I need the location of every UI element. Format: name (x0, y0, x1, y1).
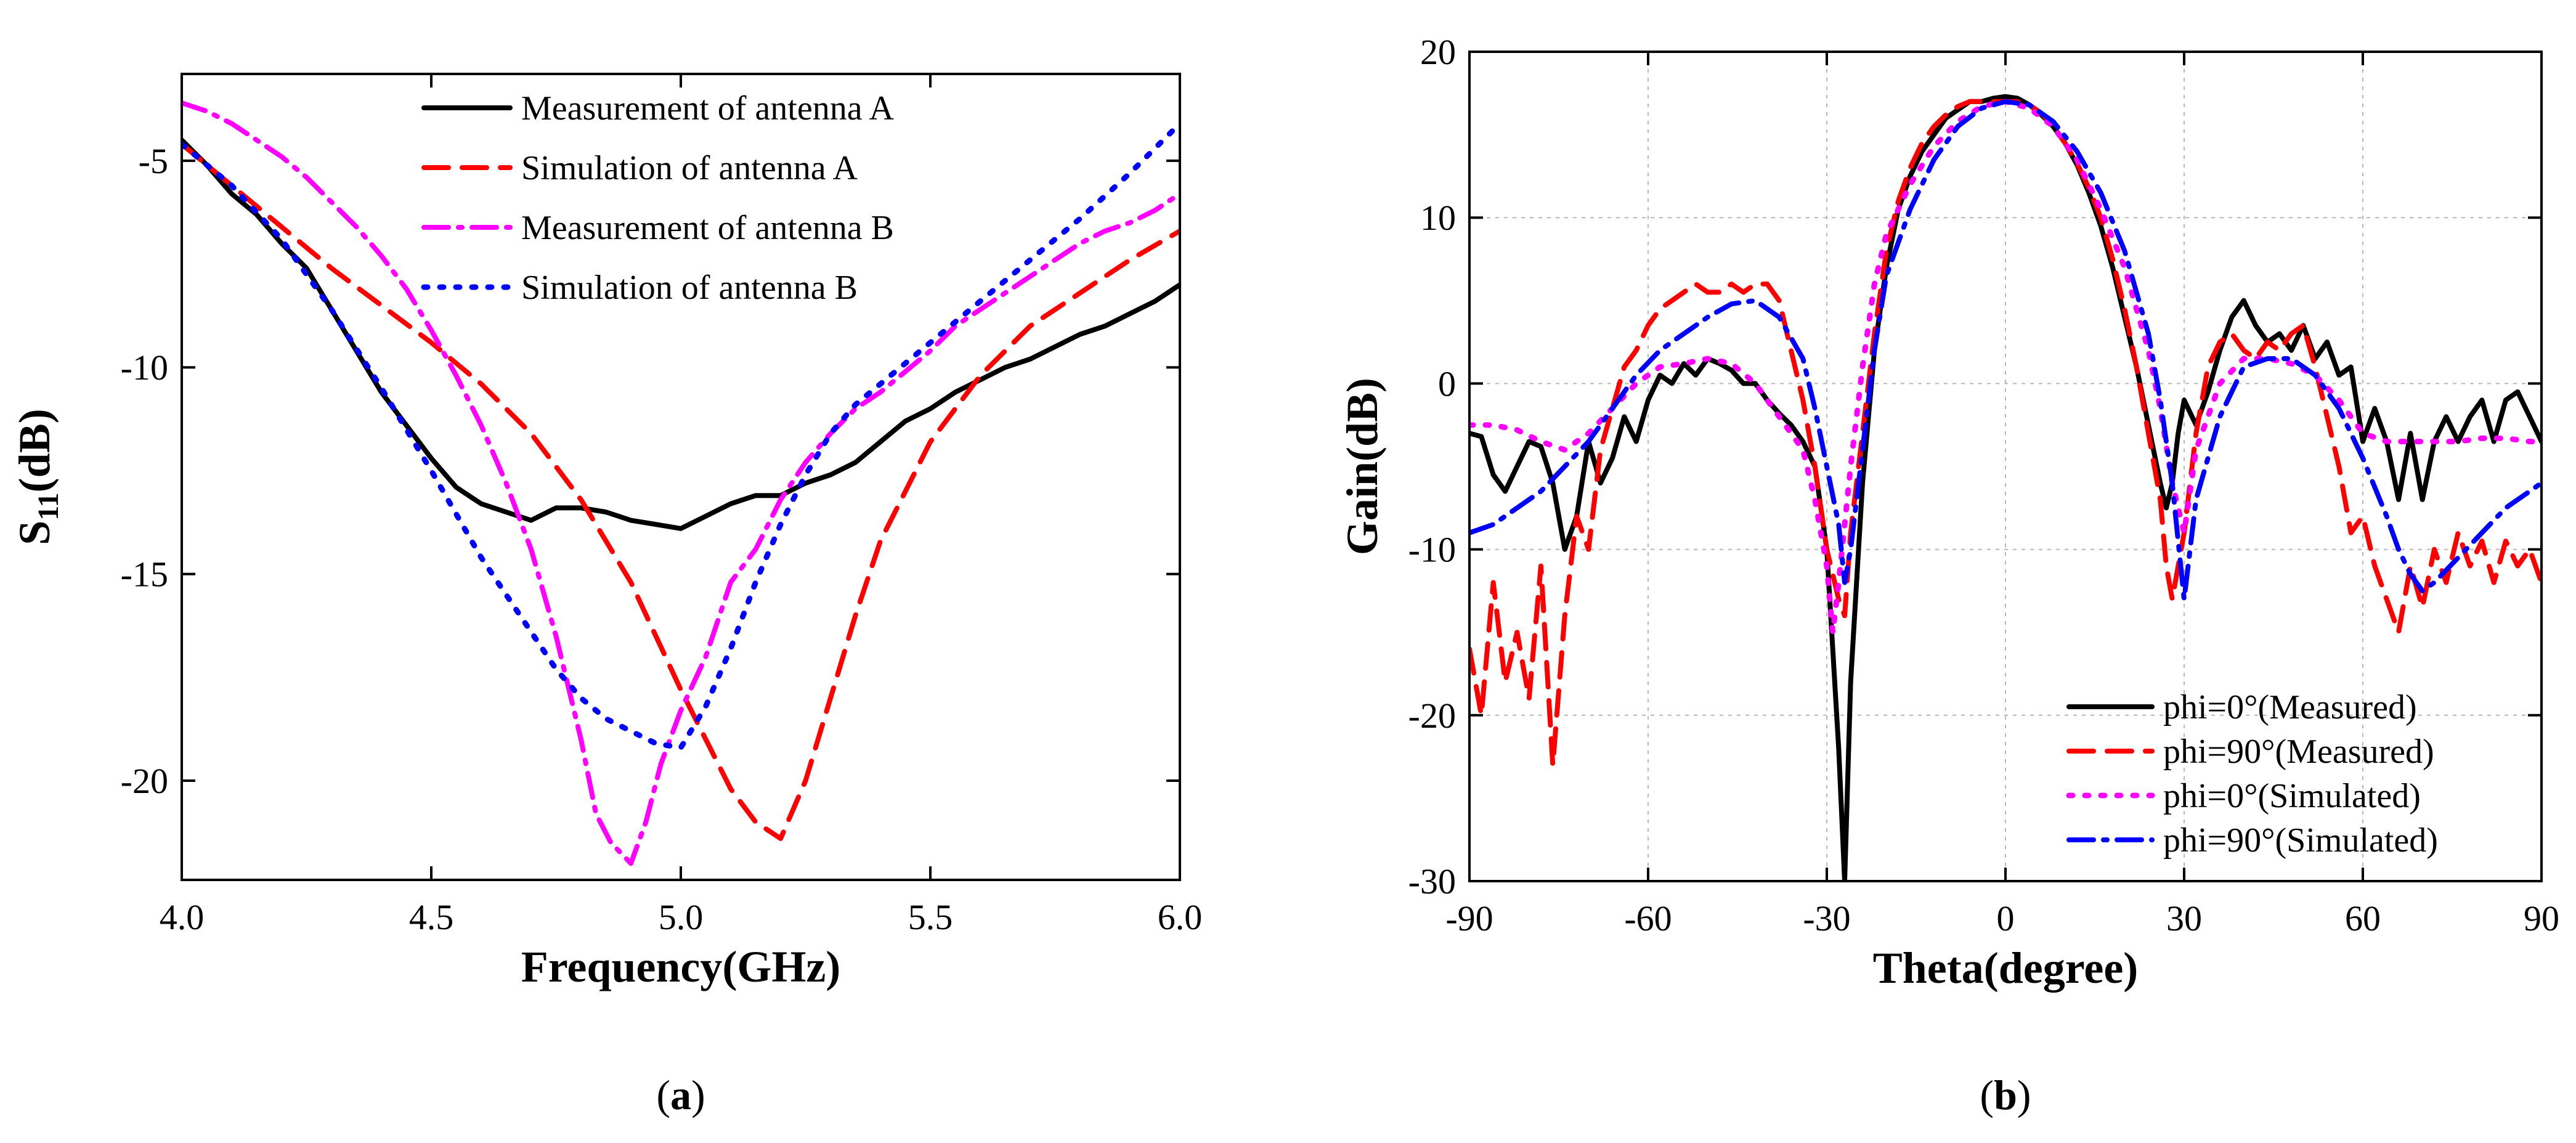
series-line-2 (182, 142, 1180, 841)
y-axis-label-a-sub: 11 (32, 492, 65, 520)
x-tick-label: -90 (1445, 898, 1493, 938)
y-axis-label-a-main: S (10, 521, 59, 545)
y-tick-label: -20 (1408, 696, 1456, 736)
x-tick-label: 5.0 (659, 897, 704, 937)
legend-a: Measurement of antenna A Simulation of an… (421, 89, 894, 307)
ticks-b: -90 -60 -30 0 30 60 90 20 10 0 -10 -20 -30 (1408, 32, 2559, 938)
x-tick-label: 4.5 (409, 897, 454, 937)
y-tick-label: 0 (1438, 364, 1456, 404)
axes-frame-a (181, 73, 1181, 881)
y-axis-label-b: Gain(dB) (1338, 378, 1387, 555)
legend-label-2: phi=90°(Measured) (2163, 733, 2434, 771)
y-tick-label: -10 (1408, 530, 1456, 570)
panel-letter-a: a (670, 1072, 691, 1118)
x-tick-label: 30 (2166, 898, 2202, 938)
legend-b: phi=0°(Measured) phi=90°(Measured) phi=0°(… (2066, 688, 2438, 860)
legend-label-4: Simulation of antenna B (521, 269, 858, 307)
x-tick-label: 5.5 (908, 897, 953, 937)
x-tick-label: 90 (2524, 898, 2559, 938)
series-line-3 (1469, 99, 2541, 635)
series-line-1 (182, 137, 1180, 531)
y-tick-label: 10 (1420, 198, 1456, 238)
x-tick-label: -60 (1624, 898, 1672, 938)
y-tick-label: 20 (1420, 32, 1456, 72)
axes-frame-b (1468, 51, 2543, 882)
ticks-a: 4.0 4.5 5.0 5.5 6.0 -5 -10 -15 -20 (121, 74, 1203, 937)
y-axis-label-a-unit: (dB) (10, 409, 59, 492)
y-tick-label: -30 (1408, 861, 1456, 901)
legend-label-3: Measurement of antenna B (521, 209, 894, 247)
chart-a: 4.0 4.5 5.0 5.5 6.0 -5 -10 -15 -20 Frequency(GHz… (10, 73, 1203, 1118)
y-tick-label: -20 (121, 761, 168, 801)
legend-label-3: phi=0°(Simulated) (2163, 777, 2421, 815)
chart-b: -90 -60 -30 0 30 60 90 20 10 0 -10 -20 -30 Theta(deg… (1338, 32, 2559, 1118)
series-line-3 (182, 100, 1180, 866)
plot-area-b (1469, 94, 2541, 881)
y-axis-label-a: S11(dB) (10, 409, 65, 545)
panel-label-a: (a) (656, 1072, 705, 1118)
y-tick-label: -5 (139, 141, 168, 181)
x-axis-label-b: Theta(degree) (1873, 943, 2139, 993)
series-line-1 (1469, 94, 2541, 881)
x-tick-label: 4.0 (160, 897, 205, 937)
legend-label-4: phi=90°(Simulated) (2163, 821, 2438, 860)
panel-letter-b: b (1994, 1072, 2017, 1118)
x-axis-label-a: Frequency(GHz) (521, 942, 841, 991)
panel-label-b: (b) (1980, 1072, 2031, 1118)
x-tick-label: -30 (1803, 898, 1850, 938)
plot-area-a (182, 100, 1180, 866)
series-line-4 (1469, 99, 2541, 602)
legend-label-1: phi=0°(Measured) (2163, 688, 2417, 726)
x-tick-label: 60 (2345, 898, 2381, 938)
y-tick-label: -10 (121, 348, 168, 388)
x-tick-label: 6.0 (1158, 897, 1203, 937)
legend-label-2: Simulation of antenna A (521, 149, 858, 187)
y-tick-label: -15 (121, 555, 168, 595)
series-line-4 (182, 121, 1180, 750)
x-tick-label: 0 (1997, 898, 2015, 938)
legend-label-1: Measurement of antenna A (521, 89, 894, 128)
